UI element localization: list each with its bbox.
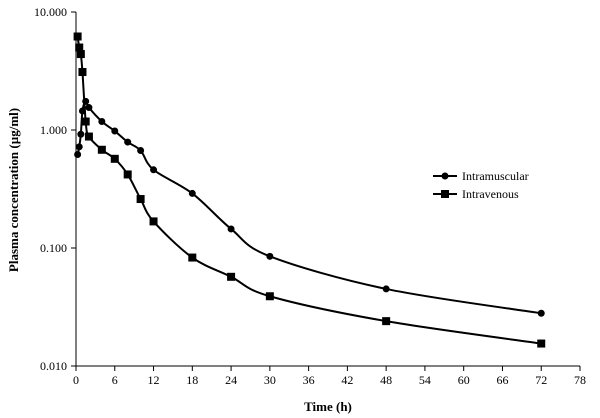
data-point-intramuscular (137, 147, 145, 155)
data-point-intramuscular (266, 252, 274, 260)
x-tick-label: 78 (574, 373, 586, 387)
data-point-intravenous (537, 339, 546, 348)
data-point-intravenous (84, 132, 93, 141)
x-tick-label: 12 (148, 373, 160, 387)
x-tick-label: 0 (73, 373, 79, 387)
x-axis-ticks: 0 6 12 18 24 30 36 42 48 54 60 66 72 78 (73, 366, 586, 387)
data-point-intramuscular (537, 309, 545, 317)
data-point-intramuscular (98, 118, 106, 126)
x-tick-label: 6 (112, 373, 118, 387)
data-point-intramuscular (75, 143, 83, 151)
data-point-intravenous (76, 50, 85, 59)
plot-area (75, 12, 580, 367)
x-tick-label: 54 (419, 373, 431, 387)
data-point-intramuscular (382, 285, 390, 293)
data-point-intramuscular (227, 225, 235, 233)
legend-entry-intramuscular: Intramuscular (433, 169, 529, 183)
x-tick-label: 30 (264, 373, 276, 387)
data-point-intravenous (265, 292, 274, 301)
data-point-intravenous (382, 317, 391, 326)
data-point-intramuscular (77, 130, 85, 138)
x-tick-label: 48 (380, 373, 392, 387)
y-axis-title: Plasma concentration (µg/ml) (6, 108, 21, 272)
legend-marker-intramuscular (441, 172, 449, 180)
series-line-intramuscular (76, 100, 542, 315)
data-point-intramuscular (188, 189, 196, 197)
x-axis-title: Time (h) (304, 399, 352, 414)
y-tick-label: 0.010 (40, 359, 67, 373)
legend-label-intramuscular: Intramuscular (462, 169, 529, 183)
y-tick-label: 1.000 (40, 123, 67, 137)
legend-marker-intravenous (441, 190, 449, 198)
data-point-intravenous (75, 43, 84, 52)
x-tick-label: 18 (186, 373, 198, 387)
y-axis-ticks: 0.010 0.100 1.000 10.000 (34, 5, 76, 373)
x-tick-label: 36 (303, 373, 315, 387)
data-point-intravenous (227, 272, 236, 281)
data-point-intravenous (78, 68, 87, 77)
data-point-intravenous (136, 195, 145, 204)
x-tick-label: 72 (535, 373, 547, 387)
y-tick-label: 10.000 (34, 5, 67, 19)
data-point-intramuscular (150, 166, 158, 174)
data-point-intravenous (81, 117, 90, 126)
data-point-intramuscular (111, 127, 119, 135)
y-tick-label: 0.100 (40, 241, 67, 255)
data-point-intramuscular (74, 150, 82, 158)
legend-label-intravenous: Intravenous (462, 187, 519, 201)
x-tick-label: 60 (458, 373, 470, 387)
data-point-intramuscular (124, 138, 132, 146)
data-point-intravenous (73, 32, 82, 41)
data-point-intramuscular (85, 104, 93, 112)
legend-entry-intravenous: Intravenous (433, 187, 519, 201)
x-tick-label: 24 (225, 373, 237, 387)
data-point-intravenous (97, 145, 106, 154)
data-point-intravenous (123, 170, 132, 179)
x-tick-label: 42 (341, 373, 353, 387)
data-point-intravenous (188, 253, 197, 262)
data-point-intravenous (110, 154, 119, 163)
legend: Intramuscular Intravenous (433, 169, 529, 201)
x-tick-label: 66 (496, 373, 508, 387)
series-layer (73, 32, 546, 348)
data-point-intravenous (149, 217, 158, 226)
